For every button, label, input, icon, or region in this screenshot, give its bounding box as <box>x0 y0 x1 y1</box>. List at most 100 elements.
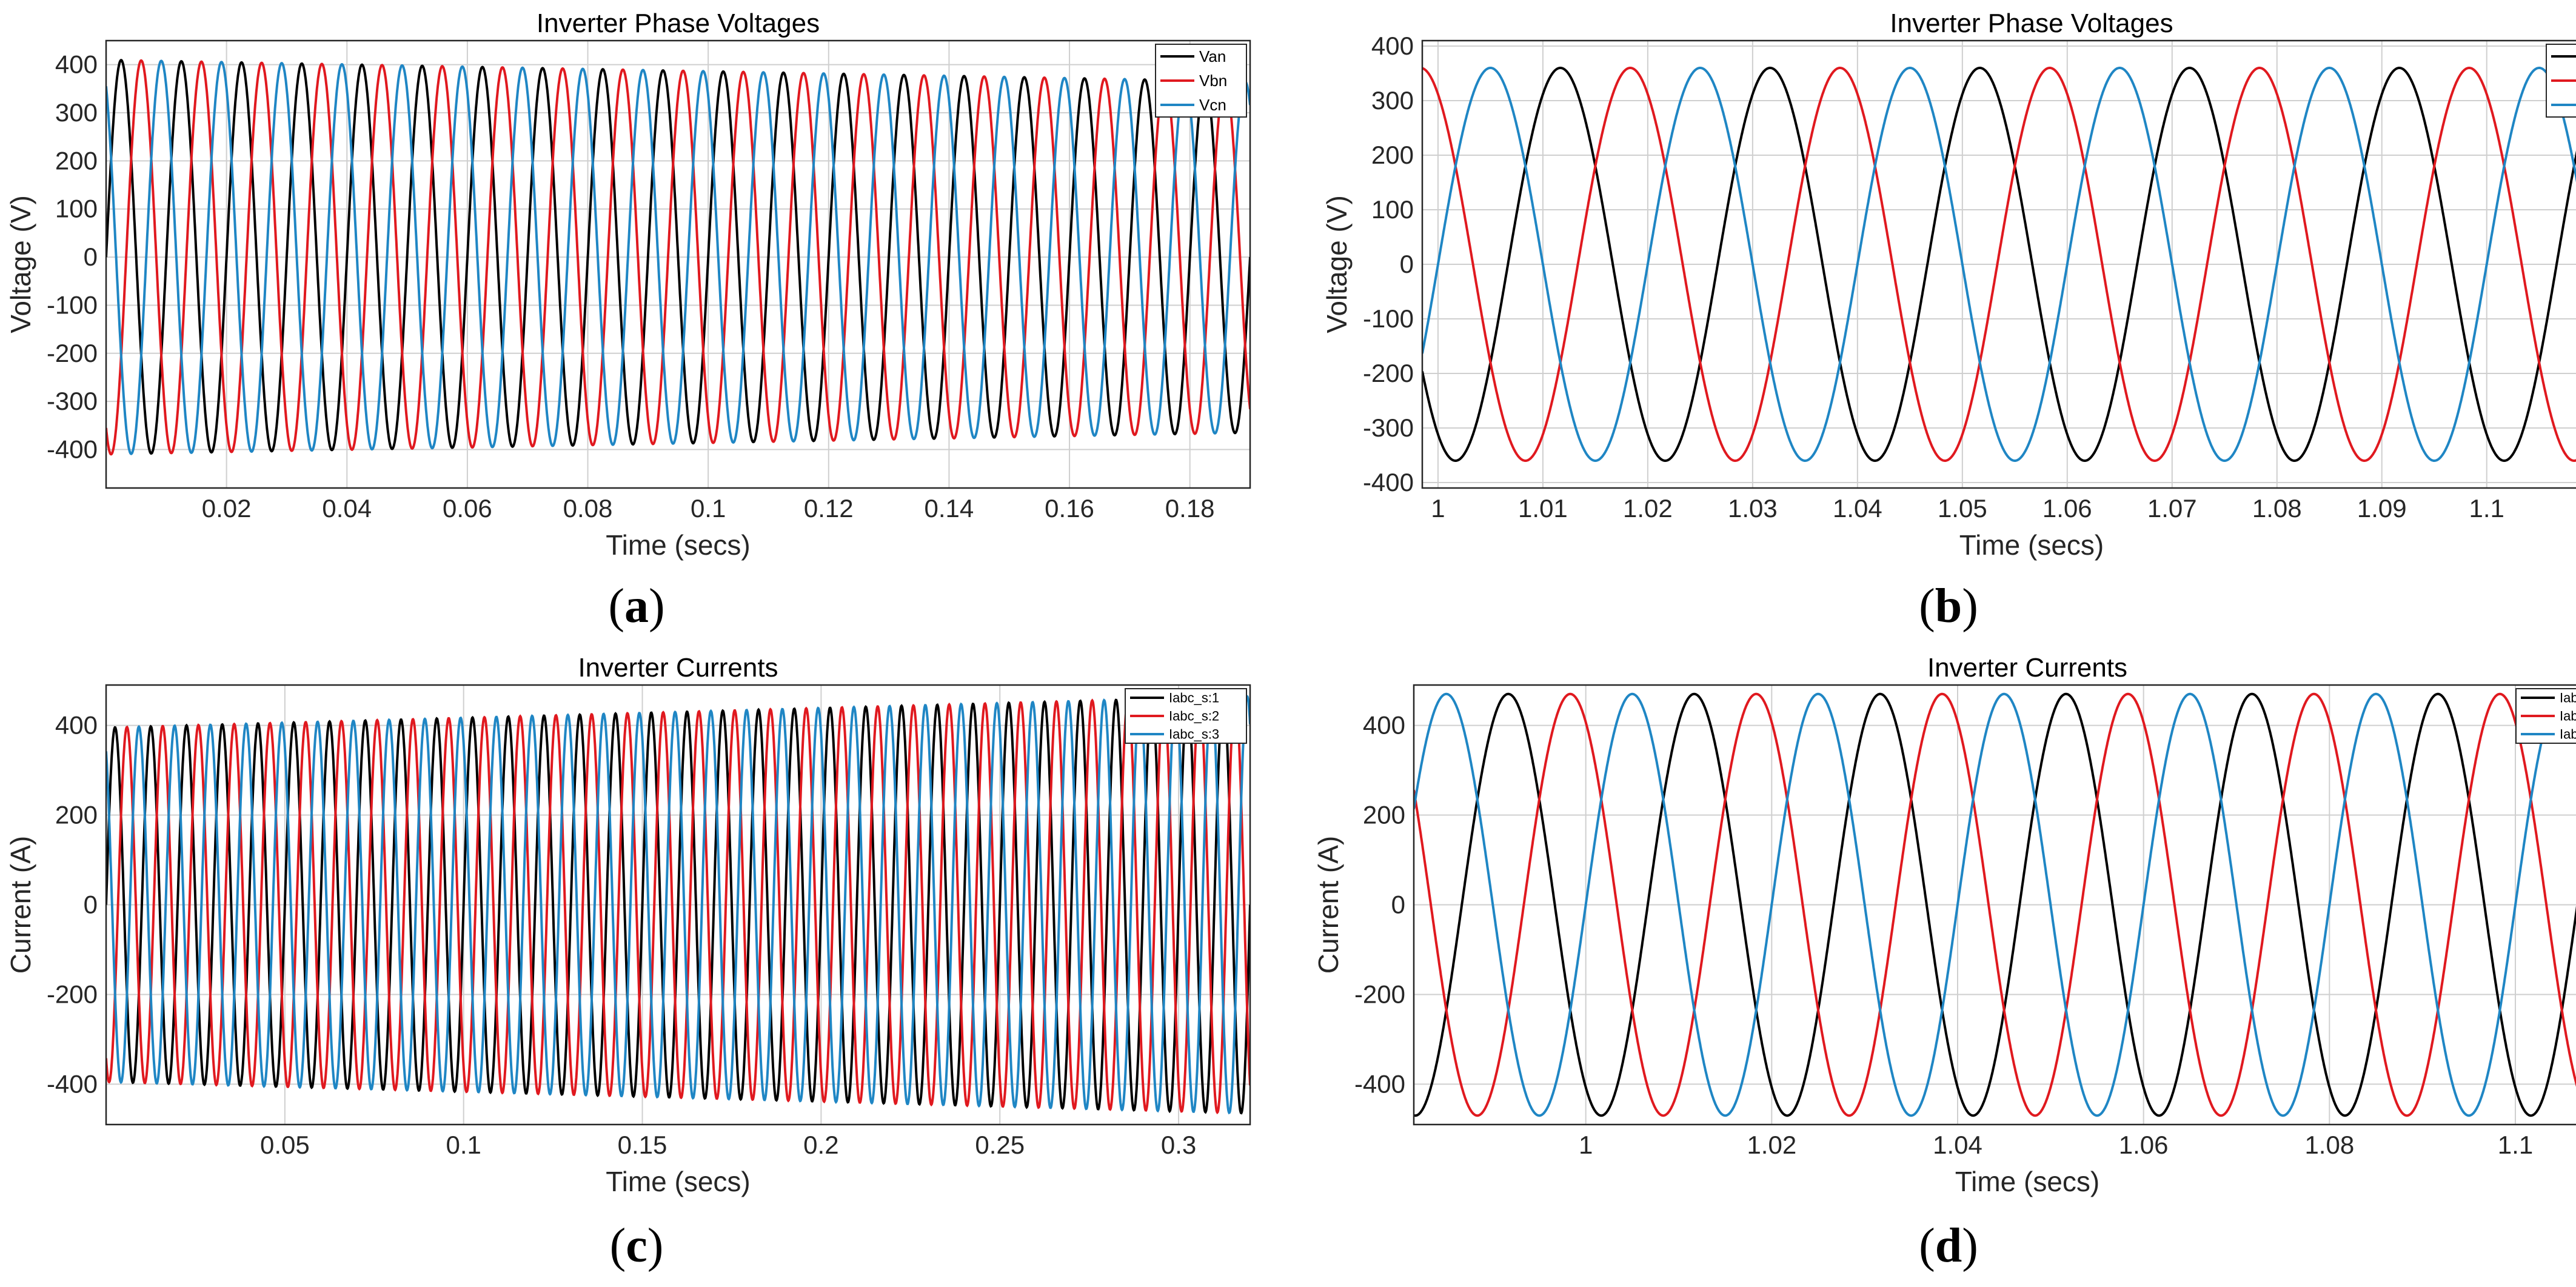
legend-label: Van <box>1199 47 1226 65</box>
legend-label: Iabc_s:2 <box>1169 709 1219 724</box>
x-tick-label: 1.02 <box>1747 1131 1796 1159</box>
y-tick-label: 100 <box>1371 195 1414 224</box>
series-line-iabc-s-1 <box>106 695 1250 1115</box>
legend-label: Iabc_s:1 <box>2560 690 2576 706</box>
x-tick-label: 1.06 <box>2042 494 2092 523</box>
x-tick-label: 0.14 <box>925 494 974 523</box>
y-tick-label: 200 <box>55 146 98 175</box>
y-tick-label: 200 <box>1363 801 1405 829</box>
series-line-van <box>1422 67 2576 462</box>
y-tick-label: -300 <box>1363 413 1414 442</box>
axes-frame <box>105 39 1251 489</box>
axes-frame <box>1421 39 2576 489</box>
y-tick-label: 0 <box>1391 891 1405 919</box>
y-tick-label: -400 <box>1354 1069 1405 1098</box>
series-line-vcn <box>1422 67 2576 462</box>
x-tick-label: 0.3 <box>1161 1131 1196 1159</box>
x-tick-label: 0.04 <box>322 494 372 523</box>
x-tick-label: 1.06 <box>2119 1131 2169 1159</box>
x-tick-label: 1 <box>1431 494 1445 523</box>
x-tick-label: 1.03 <box>1728 494 1778 523</box>
legend: Iabc_s:1 Iabc_s:2 Iabc_s:3 <box>1125 688 1247 744</box>
y-tick-label: 0 <box>84 891 98 919</box>
series-line-vcn <box>106 59 1250 455</box>
series-line-iabc-s-2 <box>106 695 1250 1115</box>
y-tick-label: -200 <box>47 980 98 1008</box>
caption-a-label: a <box>624 580 649 633</box>
x-tick-label: 0.25 <box>975 1131 1025 1159</box>
chart-title: Inverter Currents <box>1927 653 2127 683</box>
x-tick-label: 0.16 <box>1045 494 1094 523</box>
x-tick-label: 1 <box>1579 1131 1593 1159</box>
x-tick-label: 1.1 <box>2469 494 2504 523</box>
legend-label: Vbn <box>1199 72 1227 90</box>
y-tick-label: 400 <box>1371 32 1414 60</box>
x-tick-label: 0.06 <box>443 494 492 523</box>
chart-svg-c: 0.05 0.1 0.15 0.2 0.25 0.3 -400 -200 0 200 400 Inve… <box>5 653 1251 1197</box>
axes-frame <box>1413 684 2576 1126</box>
legend-label: Iabc_s:3 <box>1169 727 1219 742</box>
y-tick-label: 400 <box>55 50 98 79</box>
x-tick-label: 0.15 <box>618 1131 667 1159</box>
y-tick-label: -200 <box>1354 980 1405 1008</box>
y-tick-label: -300 <box>47 387 98 415</box>
x-axis-label: Time (secs) <box>1955 1166 2100 1197</box>
y-tick-label: 0 <box>84 242 98 271</box>
chart-svg-d: 1 1.02 1.04 1.06 1.08 1.1 -400 -200 0 200 400 Inver… <box>1313 653 2576 1197</box>
series-line-iabc-s-3 <box>106 694 1250 1115</box>
caption-d-label: d <box>1935 1219 1962 1272</box>
y-tick-label: -400 <box>1363 468 1414 496</box>
chart-svg-b: 1 1.01 1.02 1.03 1.04 1.05 1.06 1.07 1.08 1.09 1.1… <box>1321 8 2576 561</box>
legend: Iabc_s:1 Iabc_s:2 Iabc_s:3 <box>2515 688 2576 744</box>
chart-title: Inverter Currents <box>578 653 778 683</box>
y-tick-label: -100 <box>1363 304 1414 333</box>
chart-svg-a: 0.02 0.04 0.06 0.08 0.1 0.12 0.14 0.16 0.18 -400 -… <box>5 8 1251 561</box>
x-tick-label: 1.05 <box>1938 494 1987 523</box>
caption-c: (c) <box>609 1219 664 1272</box>
chart-panel-a: 0.02 0.04 0.06 0.08 0.1 0.12 0.14 0.16 0.18 -400 -… <box>0 0 1288 576</box>
y-tick-label: 300 <box>55 98 98 127</box>
legend-label: Iabc_s:2 <box>2560 709 2576 724</box>
series-line-iabc-s-3 <box>1414 692 2576 1117</box>
y-tick-label: 200 <box>1371 141 1414 169</box>
x-tick-label: 1.08 <box>2252 494 2302 523</box>
y-tick-label: -200 <box>47 339 98 367</box>
y-axis-label: Current (A) <box>5 836 36 974</box>
series-line-iabc-s-1 <box>1414 692 2576 1117</box>
y-tick-label: 400 <box>55 711 98 740</box>
caption-b: (b) <box>1919 580 1978 633</box>
y-axis-label: Voltage (V) <box>1321 195 1353 333</box>
y-axis-label: Current (A) <box>1313 836 1344 974</box>
x-axis-label: Time (secs) <box>1959 529 2104 561</box>
axes-frame <box>105 684 1251 1126</box>
x-tick-label: 1.08 <box>2304 1131 2354 1159</box>
series-line-vbn <box>106 59 1250 456</box>
caption-d: (d) <box>1919 1219 1978 1272</box>
y-tick-label: 300 <box>1371 86 1414 115</box>
series-line-van <box>106 59 1250 455</box>
caption-c-label: c <box>626 1219 647 1272</box>
y-tick-label: -200 <box>1363 359 1414 387</box>
x-tick-label: 0.05 <box>260 1131 310 1159</box>
chart-panel-d: 1 1.02 1.04 1.06 1.08 1.1 -400 -200 0 200 400 Inver… <box>1288 637 2576 1243</box>
y-tick-label: -100 <box>47 290 98 319</box>
legend-label: Iabc_s:3 <box>2560 727 2576 742</box>
y-tick-label: 100 <box>55 195 98 223</box>
x-axis-label: Time (secs) <box>606 1166 751 1197</box>
chart-panel-c: 0.05 0.1 0.15 0.2 0.25 0.3 -400 -200 0 200 400 Inve… <box>0 637 1288 1243</box>
x-tick-label: 1.02 <box>1623 494 1673 523</box>
x-tick-label: 1.01 <box>1518 494 1568 523</box>
x-tick-label: 1.1 <box>2498 1131 2533 1159</box>
y-axis-label: Voltage (V) <box>5 195 36 333</box>
x-tick-label: 0.2 <box>803 1131 838 1159</box>
series-line-iabc-s-2 <box>1414 692 2576 1117</box>
y-tick-label: 0 <box>1400 250 1414 278</box>
x-tick-label: 0.1 <box>446 1131 481 1159</box>
x-tick-label: 1.09 <box>2357 494 2407 523</box>
caption-b-label: b <box>1935 580 1962 633</box>
x-tick-label: 0.1 <box>691 494 726 523</box>
x-axis-label: Time (secs) <box>606 529 751 561</box>
chart-title: Inverter Phase Voltages <box>1890 8 2173 38</box>
